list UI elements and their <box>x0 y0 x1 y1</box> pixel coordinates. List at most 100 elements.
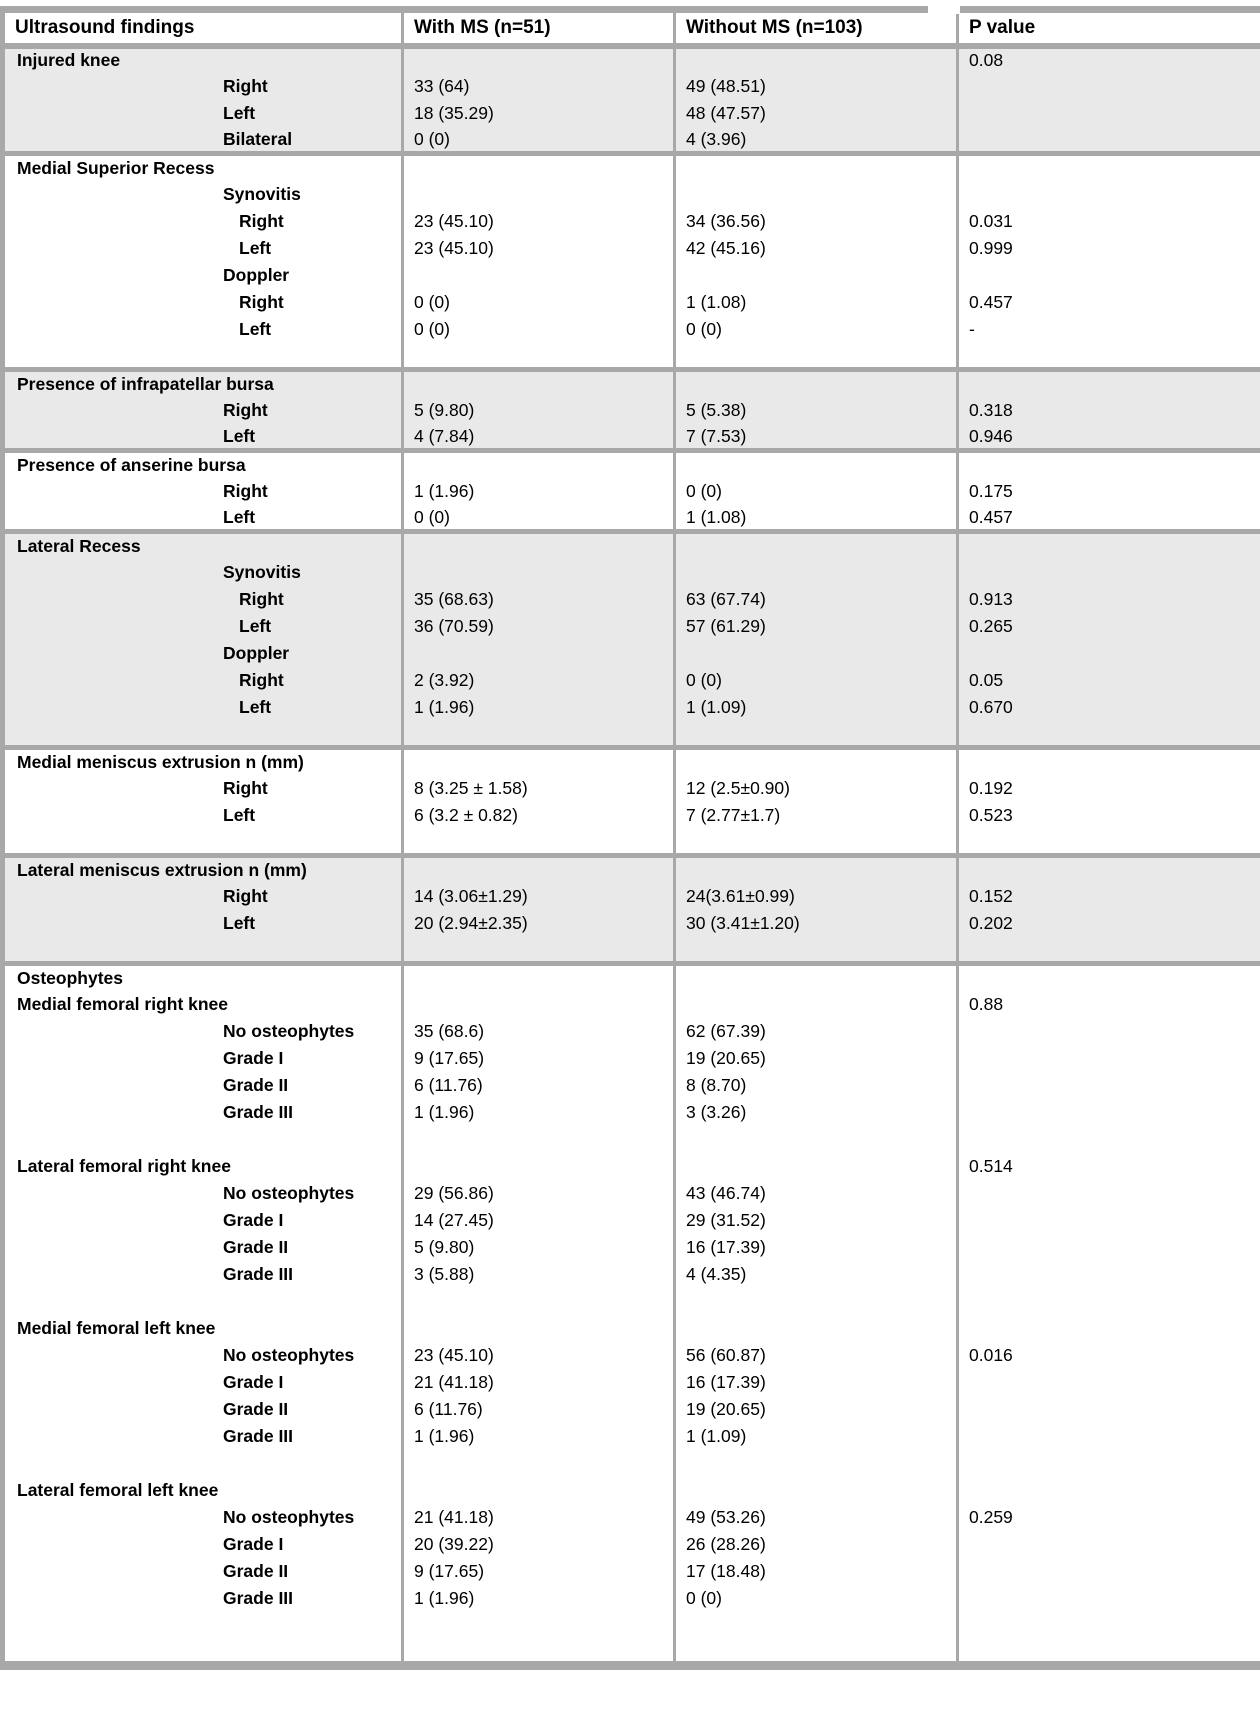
table-row: Grade III 1 (1.96) 3 (3.26) <box>2 1098 1260 1126</box>
with-ms-value: 0 (0) <box>402 315 676 343</box>
row-label: Grade II <box>2 1233 404 1261</box>
without-ms-value: 34 (36.56) <box>674 207 959 235</box>
p-value <box>957 126 1260 154</box>
without-ms-value: 0 (0) <box>674 666 959 694</box>
row-label: Grade II <box>2 1395 404 1423</box>
p-value <box>957 1017 1260 1045</box>
row-label: Synovitis <box>2 558 404 586</box>
row-label: Lateral meniscus extrusion n (mm) <box>2 853 404 883</box>
with-ms-value: 5 (9.80) <box>402 1233 676 1261</box>
without-ms-value: 0 (0) <box>674 477 959 505</box>
without-ms-value <box>674 529 959 559</box>
without-ms-value: 29 (31.52) <box>674 1206 959 1234</box>
with-ms-value: 0 (0) <box>402 126 676 154</box>
with-ms-value: 2 (3.92) <box>402 666 676 694</box>
table-row: No osteophytes 23 (45.10) 56 (60.87) 0.016 <box>2 1341 1260 1369</box>
table-row: Bilateral 0 (0) 4 (3.96) <box>2 126 1260 154</box>
with-ms-value: 1 (1.96) <box>402 1584 676 1612</box>
without-ms-value <box>674 1476 959 1504</box>
row-label: Left <box>2 504 404 532</box>
row-label <box>2 1638 404 1666</box>
without-ms-value: 49 (48.51) <box>674 72 959 100</box>
without-ms-value <box>674 448 959 478</box>
p-value <box>957 342 1260 370</box>
table-header: Ultrasound findings With MS (n=51) Witho… <box>2 9 1260 49</box>
p-value <box>957 1233 1260 1261</box>
with-ms-value: 0 (0) <box>402 504 676 532</box>
without-ms-value: 48 (47.57) <box>674 99 959 127</box>
spacer-row <box>2 1287 1260 1315</box>
without-ms-value: 4 (4.35) <box>674 1260 959 1288</box>
row-label: Right <box>2 477 404 505</box>
table-row: Grade II 5 (9.80) 16 (17.39) <box>2 1233 1260 1261</box>
row-label <box>2 1287 404 1315</box>
table-row: Grade II 6 (11.76) 19 (20.65) <box>2 1395 1260 1423</box>
p-value <box>957 1530 1260 1558</box>
without-ms-value <box>674 342 959 370</box>
table-row: Doppler <box>2 639 1260 667</box>
table-row: Lateral femoral right knee 0.514 <box>2 1152 1260 1180</box>
without-ms-value <box>674 936 959 964</box>
p-value <box>957 720 1260 748</box>
without-ms-value: 8 (8.70) <box>674 1071 959 1099</box>
row-label <box>2 828 404 856</box>
p-value <box>957 1260 1260 1288</box>
p-value: 0.259 <box>957 1503 1260 1531</box>
row-label: Grade III <box>2 1098 404 1126</box>
table-row: Presence of anserine bursa <box>2 448 1260 478</box>
row-label: Grade III <box>2 1422 404 1450</box>
without-ms-value <box>674 43 959 73</box>
table-row: No osteophytes 29 (56.86) 43 (46.74) <box>2 1179 1260 1207</box>
ultrasound-findings-table: Ultrasound findings With MS (n=51) Witho… <box>0 6 1260 1670</box>
row-label: Lateral femoral right knee <box>2 1152 404 1180</box>
col-header-ultrasound-findings: Ultrasound findings <box>2 9 404 49</box>
without-ms-value: 19 (20.65) <box>674 1395 959 1423</box>
p-value: 0.016 <box>957 1341 1260 1369</box>
row-label: Right <box>2 288 404 316</box>
p-value <box>957 1638 1260 1666</box>
without-ms-value <box>674 1287 959 1315</box>
without-ms-value <box>674 367 959 397</box>
p-value: 0.457 <box>957 288 1260 316</box>
spacer-row <box>2 1449 1260 1477</box>
with-ms-value <box>402 180 676 208</box>
without-ms-value: 42 (45.16) <box>674 234 959 262</box>
section-injured-knee: Injured knee 0.08 Right 33 (64) 49 (48.51) Le… <box>2 43 1260 154</box>
with-ms-value: 21 (41.18) <box>402 1503 676 1531</box>
without-ms-value <box>674 720 959 748</box>
without-ms-value: 12 (2.5±0.90) <box>674 774 959 802</box>
with-ms-value <box>402 261 676 289</box>
p-value: 0.175 <box>957 477 1260 505</box>
row-label: No osteophytes <box>2 1017 404 1045</box>
p-value: 0.88 <box>957 990 1260 1018</box>
with-ms-value: 8 (3.25 ± 1.58) <box>402 774 676 802</box>
with-ms-value <box>402 43 676 73</box>
table-row: Doppler <box>2 261 1260 289</box>
p-value <box>957 529 1260 559</box>
row-label: Doppler <box>2 639 404 667</box>
without-ms-value: 62 (67.39) <box>674 1017 959 1045</box>
row-label: Grade II <box>2 1557 404 1585</box>
row-label <box>2 1611 404 1639</box>
table-row: Grade I 14 (27.45) 29 (31.52) <box>2 1206 1260 1234</box>
p-value: 0.202 <box>957 909 1260 937</box>
row-label: Presence of anserine bursa <box>2 448 404 478</box>
with-ms-value: 6 (11.76) <box>402 1395 676 1423</box>
with-ms-value: 23 (45.10) <box>402 1341 676 1369</box>
row-label: Right <box>2 666 404 694</box>
p-value <box>957 1098 1260 1126</box>
table-row: Left 0 (0) 1 (1.08) 0.457 <box>2 504 1260 532</box>
p-value: 0.318 <box>957 396 1260 424</box>
without-ms-value: 49 (53.26) <box>674 1503 959 1531</box>
table-row: Medial meniscus extrusion n (mm) <box>2 745 1260 775</box>
row-label: Grade I <box>2 1368 404 1396</box>
table-row: Left 18 (35.29) 48 (47.57) <box>2 99 1260 127</box>
p-value: 0.08 <box>957 43 1260 73</box>
with-ms-value: 0 (0) <box>402 288 676 316</box>
with-ms-value: 1 (1.96) <box>402 693 676 721</box>
spacer-row <box>2 1125 1260 1153</box>
table-row: Left 1 (1.96) 1 (1.09) 0.670 <box>2 693 1260 721</box>
table-row: Left 4 (7.84) 7 (7.53) 0.946 <box>2 423 1260 451</box>
row-label: Medial Superior Recess <box>2 151 404 181</box>
